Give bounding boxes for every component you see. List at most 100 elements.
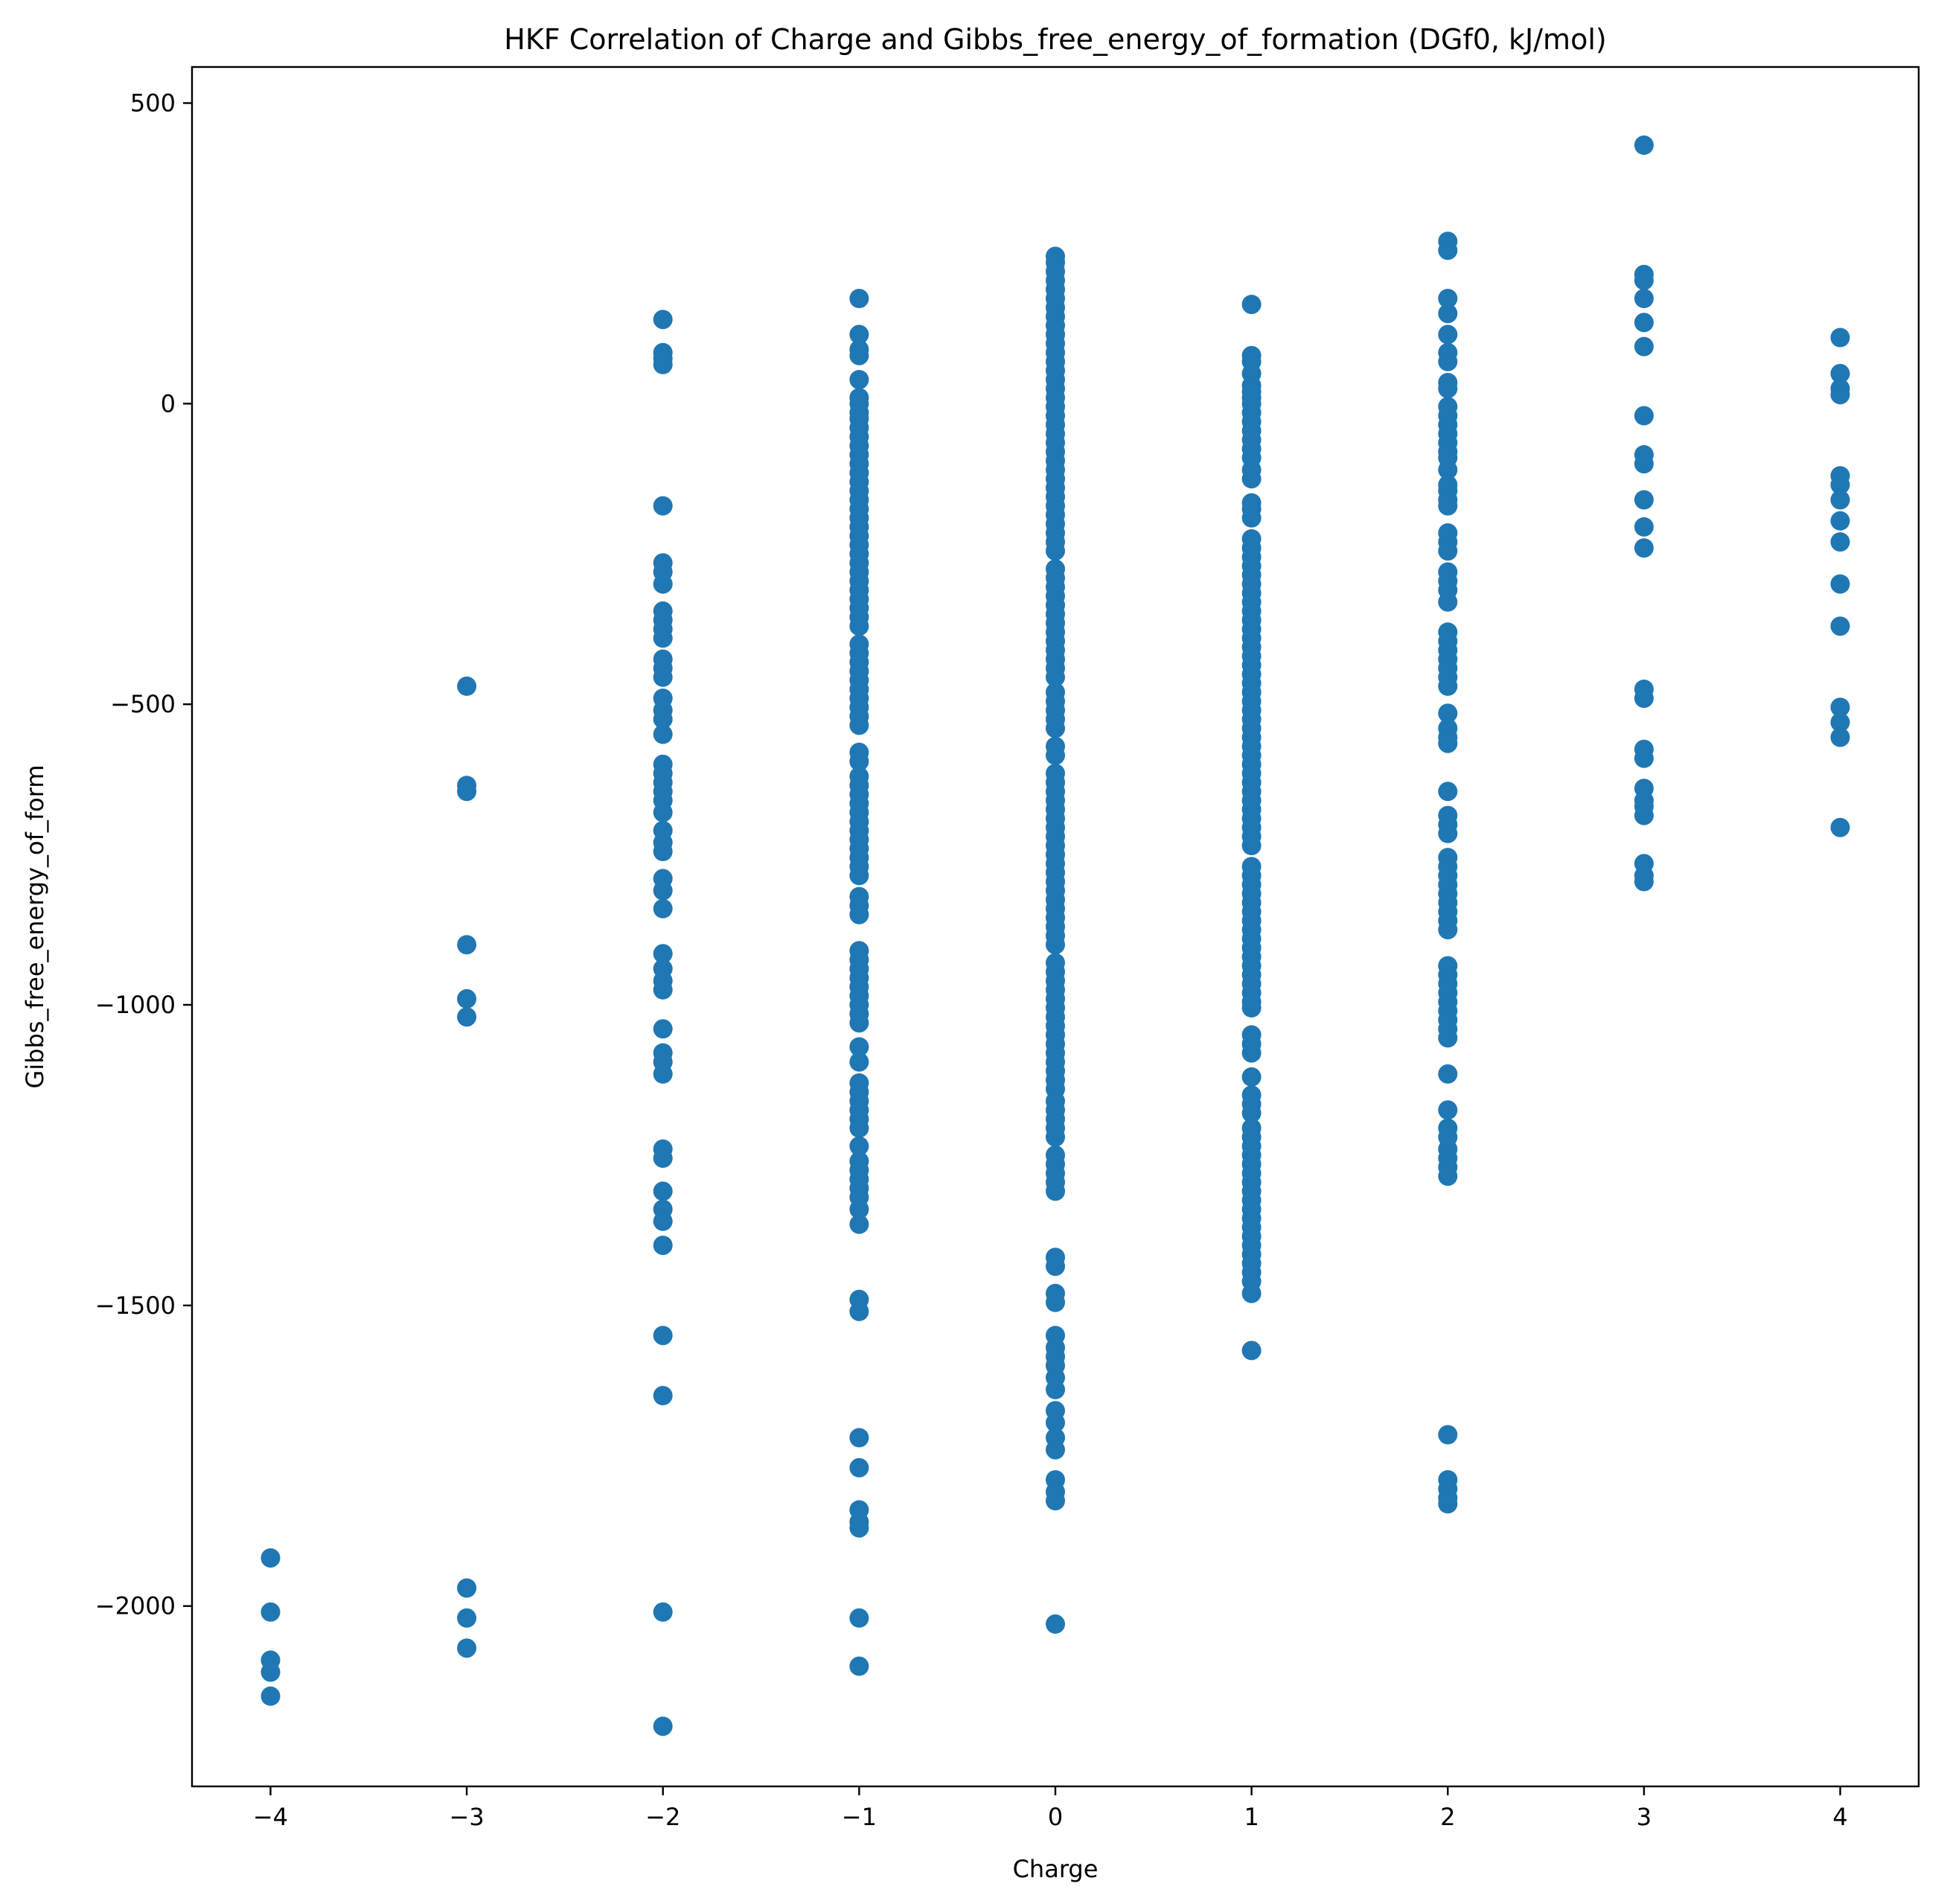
data-point [1634, 805, 1654, 825]
data-point [849, 289, 869, 308]
data-point [1438, 379, 1458, 399]
data-point [1438, 325, 1458, 345]
data-point [1241, 1067, 1262, 1087]
y-tick-label: −2000 [95, 1592, 176, 1620]
data-point [1046, 1127, 1065, 1147]
data-point [1830, 511, 1850, 531]
data-point [849, 1301, 869, 1321]
data-point [849, 325, 869, 345]
data-point [1438, 304, 1458, 324]
data-point [1438, 240, 1458, 261]
data-point [1830, 727, 1850, 747]
data-point [849, 1013, 869, 1033]
y-tick-label: −1500 [95, 1291, 176, 1320]
data-point [849, 1518, 869, 1538]
data-point [849, 1199, 869, 1219]
data-point [1830, 328, 1850, 348]
data-point [849, 751, 869, 771]
y-axis-label: Gibbs_free_energy_of_form [21, 764, 49, 1088]
data-point [849, 866, 869, 886]
data-point [1046, 1256, 1065, 1277]
data-point [849, 1118, 869, 1138]
chart-title: HKF Correlation of Charge and Gibbs_free… [504, 23, 1606, 56]
data-point [260, 1602, 281, 1622]
data-point [1438, 920, 1458, 939]
data-point [653, 724, 673, 744]
x-tick-label: −1 [842, 1803, 877, 1831]
x-tick-label: −4 [253, 1803, 288, 1831]
data-point [1438, 289, 1458, 308]
data-point [1634, 454, 1654, 474]
data-point [1438, 496, 1458, 516]
data-point [1634, 270, 1654, 290]
data-point [1634, 490, 1654, 510]
x-tick-label: −3 [450, 1803, 485, 1831]
data-point [1438, 1100, 1458, 1120]
y-tick-label: −500 [110, 690, 176, 718]
data-point [653, 310, 673, 330]
data-point [1241, 508, 1262, 528]
data-point [653, 802, 673, 822]
data-point [1046, 1379, 1065, 1399]
data-point [1830, 574, 1850, 594]
data-point [1634, 748, 1654, 768]
data-point [653, 354, 673, 374]
data-point [457, 782, 477, 802]
data-point [1046, 1292, 1065, 1312]
data-point [653, 496, 673, 516]
data-point [1241, 1341, 1262, 1361]
data-point [457, 1638, 477, 1658]
y-tick-label: −1000 [95, 991, 176, 1019]
data-point [653, 980, 673, 1000]
data-point [260, 1548, 281, 1568]
data-point [1634, 313, 1654, 333]
data-point [849, 715, 869, 735]
data-point [653, 1326, 673, 1346]
data-point [457, 676, 477, 696]
data-point [653, 881, 673, 901]
data-point [457, 935, 477, 955]
y-tick-label: 0 [161, 389, 176, 418]
data-point [260, 1662, 281, 1682]
data-point [1634, 538, 1654, 558]
data-point [1830, 712, 1850, 732]
data-point [1830, 697, 1850, 718]
data-point [1438, 676, 1458, 696]
data-point [1438, 592, 1458, 612]
data-point [457, 1007, 477, 1027]
data-point [1046, 1413, 1065, 1433]
data-point [1634, 517, 1654, 537]
data-point [260, 1686, 281, 1706]
data-point [653, 628, 673, 648]
data-point [653, 944, 673, 964]
data-point [849, 1457, 869, 1477]
data-point [653, 1716, 673, 1737]
x-tick-label: 0 [1048, 1803, 1063, 1831]
data-point [1438, 1028, 1458, 1048]
data-point [1046, 718, 1065, 738]
data-point [849, 1428, 869, 1448]
data-point [849, 616, 869, 636]
data-point [1634, 872, 1654, 892]
data-point [849, 1052, 869, 1072]
data-point [849, 1656, 869, 1676]
x-tick-label: 3 [1637, 1803, 1652, 1831]
data-point [849, 1136, 869, 1156]
data-point [1634, 689, 1654, 709]
data-point [653, 1602, 673, 1622]
data-point [1634, 135, 1654, 155]
data-point [457, 1578, 477, 1598]
data-points [260, 135, 1850, 1737]
data-point [457, 1608, 477, 1628]
x-tick-label: 2 [1440, 1803, 1455, 1831]
data-point [849, 904, 869, 924]
x-axis-label: Charge [1013, 1855, 1099, 1883]
data-point [1046, 1440, 1065, 1460]
data-point [1046, 935, 1065, 955]
data-point [1046, 745, 1065, 765]
data-point [1438, 1166, 1458, 1186]
data-point [1438, 1064, 1458, 1084]
data-point [1830, 490, 1850, 510]
data-point [1046, 541, 1065, 561]
